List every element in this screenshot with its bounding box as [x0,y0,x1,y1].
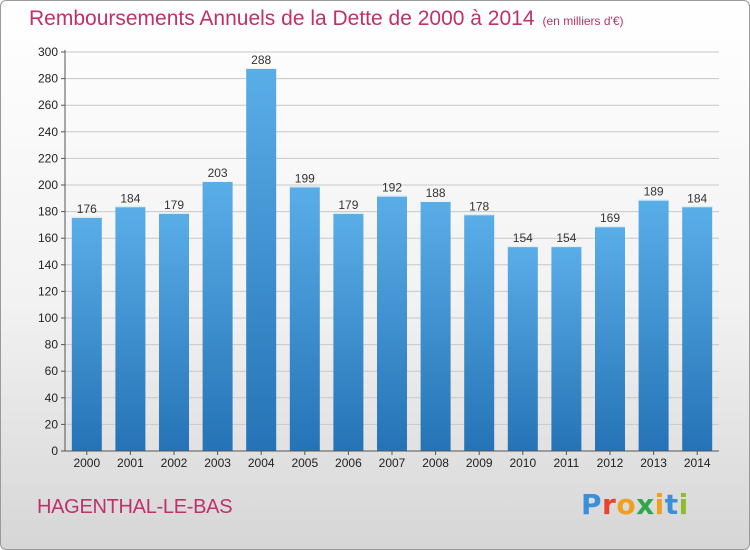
y-tick-label: 0 [51,444,58,458]
x-tick-label-2007: 2007 [379,456,406,470]
x-tick-label-2009: 2009 [466,456,493,470]
bar-2006 [333,212,364,451]
y-tick-label: 180 [38,205,58,219]
bar-2003 [202,181,233,451]
value-label-2003: 203 [208,166,228,180]
value-label-2006: 179 [338,198,358,212]
x-tick-label-2005: 2005 [291,456,318,470]
bar-2004 [246,67,277,452]
y-tick-label: 140 [38,258,58,272]
y-tick-label: 20 [45,417,59,431]
x-tick-label-2006: 2006 [335,456,362,470]
logo-letter: i [678,488,689,521]
y-tick-label: 120 [38,284,58,298]
y-tick-label: 200 [38,178,58,192]
y-tick-label: 80 [45,338,59,352]
bar-2000 [71,216,102,451]
value-label-2013: 189 [644,185,664,199]
value-label-2009: 178 [469,199,489,213]
bar-2009 [464,214,495,451]
bar-2013 [638,199,669,451]
axes [61,50,719,455]
value-label-2012: 169 [600,211,620,225]
value-label-2002: 179 [164,198,184,212]
bar-2001 [115,206,146,451]
bar-2002 [159,212,189,451]
bar-2012 [595,226,625,451]
logo-letter: P [581,488,603,521]
bar-2007 [377,195,407,451]
x-tick-label-2010: 2010 [509,456,536,470]
logo-letter: i [654,488,665,521]
value-label-2014: 184 [687,191,707,205]
x-tick-label-2001: 2001 [117,456,144,470]
y-tick-label: 300 [38,45,58,59]
chart-title-text: Remboursements Annuels de la Dette de 20… [29,7,535,30]
y-tick-label: 100 [38,311,58,325]
bars [71,67,713,452]
x-tick-label-2014: 2014 [684,456,711,470]
y-tick-label: 260 [38,98,58,112]
x-tick-label-2002: 2002 [161,456,188,470]
bar-2010 [507,246,538,451]
y-tick-label: 60 [45,364,59,378]
x-tick-label-2013: 2013 [640,456,667,470]
bar-2014 [682,206,713,451]
logo-letter: r [602,488,617,521]
value-label-2008: 188 [426,186,446,200]
value-label-2007: 192 [382,181,402,195]
bar-2011 [551,246,582,451]
x-tick-label-2011: 2011 [553,456,579,470]
chart-unit: (en milliers d'€) [542,14,624,28]
value-label-2005: 199 [295,171,315,185]
y-tick-label: 160 [38,231,58,245]
value-label-2004: 288 [251,53,271,67]
value-label-2011: 154 [556,231,576,245]
y-tick-label: 40 [45,391,59,405]
proxiti-logo: Proxiti [581,488,689,521]
logo-letter: o [616,488,637,521]
x-tick-label-2012: 2012 [597,456,624,470]
logo-letter: t [664,488,679,521]
value-label-2001: 184 [120,191,140,205]
chart-title: Remboursements Annuels de la Dette de 20… [29,7,624,31]
x-tick-label-2003: 2003 [204,456,231,470]
x-tick-label-2008: 2008 [422,456,449,470]
x-tick-label-2000: 2000 [73,456,100,470]
y-tick-label: 240 [38,125,58,139]
y-tick-label: 280 [38,72,58,86]
y-tick-label: 220 [38,151,58,165]
value-label-2010: 154 [513,231,533,245]
value-label-2000: 176 [77,202,97,216]
x-tick-label-2004: 2004 [248,456,275,470]
commune-name: HAGENTHAL-LE-BAS [37,496,233,518]
logo-letter: x [636,488,655,521]
labels: 0 20 40 60 80 100 120 140 160 180 200 220 240 260 280 3… [38,45,711,470]
bar-2005 [289,186,320,451]
bar-2008 [420,200,451,451]
